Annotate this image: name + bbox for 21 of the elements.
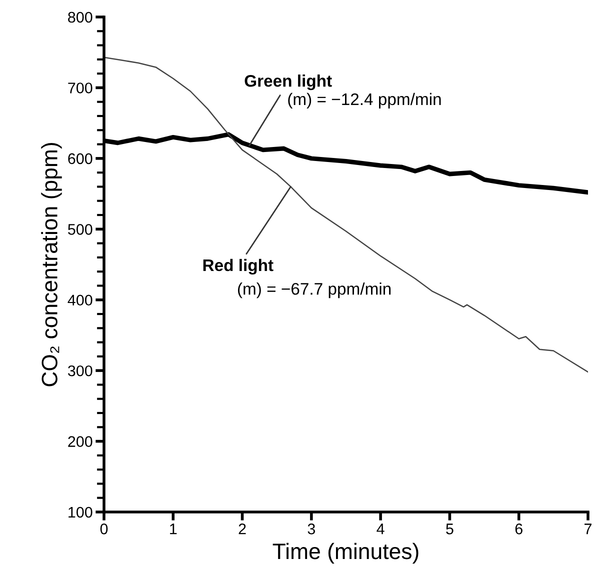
x-tick-label: 6 [515, 524, 522, 534]
x-tick-label: 4 [376, 524, 384, 534]
x-tick-label: 1 [170, 524, 177, 534]
y-tick-label: 500 [68, 224, 92, 235]
y-tick-label: 300 [68, 365, 92, 376]
y-tick-label: 400 [68, 294, 92, 306]
y-tick-label: 200 [68, 436, 92, 447]
x-tick-label: 0 [100, 524, 108, 534]
line-series [104, 56, 588, 373]
x-tick-label: 3 [308, 524, 316, 534]
x-tick-label: 5 [446, 524, 454, 534]
y-tick-label: 700 [68, 82, 92, 94]
annotation: Green light (m) = −12.4 ppm/min [244, 74, 441, 108]
x-tick-label: 2 [238, 524, 246, 534]
y-tick-label: 600 [68, 153, 92, 164]
y-tick-label: 800 [68, 12, 92, 23]
x-axis-title: Time (minutes) [272, 542, 418, 564]
x-tick-label: 7 [584, 524, 592, 534]
annotation: Red light (m) = −67.7 ppm/min [203, 258, 391, 298]
y-axis-title: CO₂ concentration (ppm) [41, 142, 62, 386]
y-tick-label: 100 [68, 506, 92, 518]
